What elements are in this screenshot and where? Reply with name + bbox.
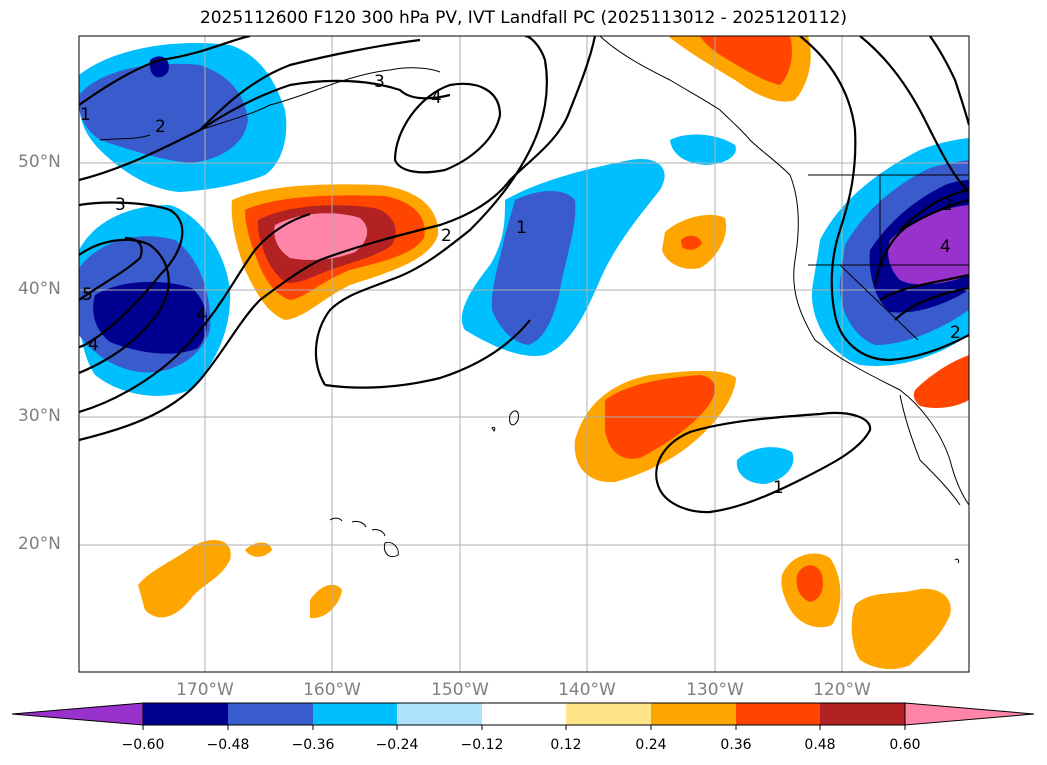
colorbar-segment <box>482 703 566 725</box>
contour-label: 3 <box>115 195 126 215</box>
contour-label: 4 <box>88 335 99 355</box>
lon-label-140w: 140°W <box>558 680 616 700</box>
colorbar-segment <box>820 703 905 725</box>
contour-label: 2 <box>942 195 953 215</box>
lat-label-50n: 50°N <box>18 152 61 172</box>
negative-pc-shading <box>79 43 969 484</box>
lon-label-120w: 120°W <box>813 680 871 700</box>
colorbar-tick-label: 0.24 <box>635 737 667 753</box>
colorbar-tick-label: 0.36 <box>720 737 752 753</box>
graticule <box>79 36 969 672</box>
colorbar-extend-low <box>11 702 144 726</box>
colorbar-segment <box>651 703 736 725</box>
colorbar-tick-label: −0.24 <box>375 737 419 753</box>
colorbar-tick-label: 0.48 <box>804 737 836 753</box>
lat-label-40n: 40°N <box>18 279 61 299</box>
contour-label: 4 <box>431 88 442 108</box>
contour-label: 4 <box>940 237 951 257</box>
colorbar-tick-label: −0.12 <box>460 737 504 753</box>
colorbar-extend-high <box>904 702 1035 726</box>
contour-label: 2 <box>155 117 166 137</box>
lat-label-30n: 30°N <box>18 406 61 426</box>
contour-labels: 1 2 3 4 3 4 5 4 2 1 2 1 2 4 <box>80 72 961 498</box>
colorbar-segment <box>736 703 820 725</box>
contour-label: 2 <box>950 323 961 343</box>
contour-label: 1 <box>516 218 527 238</box>
contour-label: 1 <box>773 478 784 498</box>
positive-pc-shading <box>138 36 969 670</box>
colorbar-tick-label: −0.36 <box>291 737 335 753</box>
lon-label-150w: 150°W <box>431 680 489 700</box>
colorbar-segment <box>397 703 482 725</box>
contour-label: 1 <box>80 105 91 125</box>
lon-label-170w: 170°W <box>176 680 234 700</box>
map-frame <box>78 35 970 673</box>
lon-label-160w: 160°W <box>303 680 361 700</box>
coastlines <box>99 36 969 564</box>
colorbar-tick-label: 0.12 <box>550 737 582 753</box>
lon-label-130w: 130°W <box>686 680 744 700</box>
pv-contours <box>79 36 969 514</box>
colorbar-segment <box>143 703 228 725</box>
contour-label: 3 <box>374 72 385 92</box>
map-title: 2025112600 F120 300 hPa PV, IVT Landfall… <box>199 8 847 28</box>
lat-label-20n: 20°N <box>18 534 61 554</box>
colorbar <box>11 702 1035 730</box>
contour-label: 5 <box>82 285 93 305</box>
colorbar-tick-label: −0.60 <box>121 737 165 753</box>
colorbar-tick-label: −0.48 <box>206 737 250 753</box>
colorbar-segment <box>313 703 397 725</box>
contour-label: 4 <box>196 305 207 325</box>
contour-label: 2 <box>441 226 452 246</box>
colorbar-segment <box>228 703 313 725</box>
colorbar-tick-label: 0.60 <box>889 737 921 753</box>
colorbar-segment <box>566 703 651 725</box>
